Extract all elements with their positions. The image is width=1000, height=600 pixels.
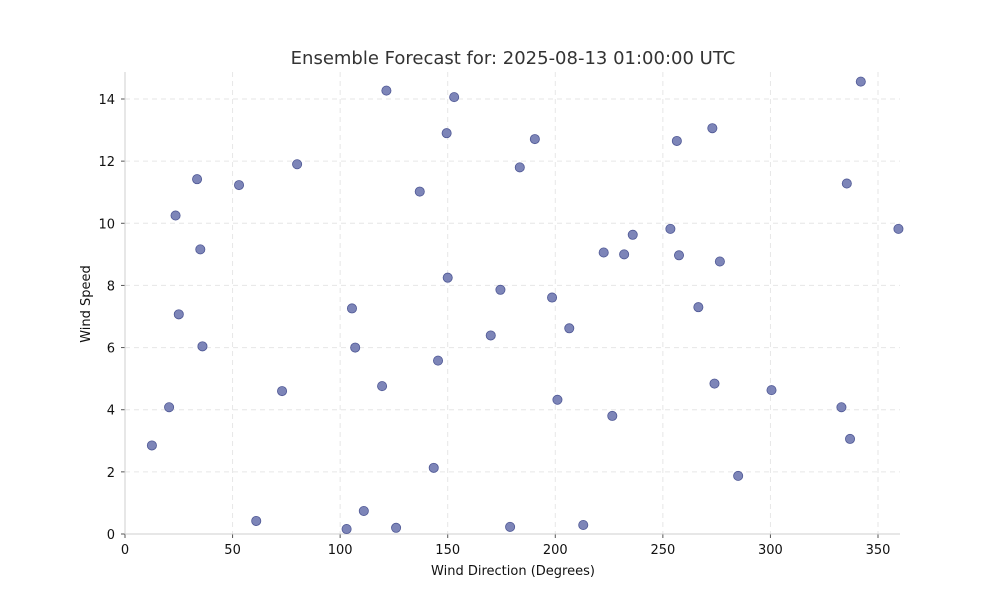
x-tick-label: 350 <box>866 543 891 558</box>
data-point <box>292 159 303 170</box>
data-point <box>671 135 682 146</box>
data-point <box>665 223 676 234</box>
data-point <box>893 223 904 234</box>
y-tick-label: 2 <box>107 466 115 481</box>
data-point <box>433 355 444 366</box>
data-point <box>173 309 184 320</box>
data-point <box>441 128 452 139</box>
data-point <box>578 519 589 530</box>
data-points <box>146 76 904 535</box>
y-axis-label: Wind Speed <box>79 265 94 343</box>
data-point <box>197 341 208 352</box>
data-point <box>714 256 725 267</box>
data-point <box>377 381 388 392</box>
x-tick-label: 250 <box>650 543 675 558</box>
data-point <box>693 302 704 313</box>
x-tick-label: 300 <box>758 543 783 558</box>
data-point <box>514 162 525 173</box>
data-point <box>836 402 847 413</box>
data-point <box>341 524 352 535</box>
data-point <box>627 229 638 240</box>
x-tick-label: 200 <box>543 543 568 558</box>
x-tick-label: 50 <box>224 543 241 558</box>
data-point <box>709 378 720 389</box>
data-point <box>381 85 392 96</box>
data-point <box>146 440 157 451</box>
x-tick-label: 0 <box>121 543 129 558</box>
data-point <box>598 247 609 258</box>
axes: 0 50 100 150 200 250 300 350 0 2 4 6 8 10 12 14 <box>98 72 900 558</box>
y-tick-label: 10 <box>98 217 115 232</box>
y-tick-label: 0 <box>107 528 115 543</box>
data-point <box>192 174 203 185</box>
x-tick-label: 100 <box>328 543 353 558</box>
data-point <box>277 386 288 397</box>
x-tick-label: 150 <box>435 543 460 558</box>
x-axis-label: Wind Direction (Degrees) <box>431 564 595 579</box>
data-point <box>358 506 369 517</box>
data-point <box>449 92 460 103</box>
data-point <box>552 394 563 405</box>
y-tick-label: 6 <box>107 342 115 357</box>
grid <box>125 72 900 534</box>
data-point <box>841 178 852 189</box>
data-point <box>346 303 357 314</box>
data-point <box>547 292 558 303</box>
data-point <box>428 462 439 473</box>
data-point <box>855 76 866 87</box>
data-point <box>564 323 575 334</box>
y-tick-label: 12 <box>98 155 115 170</box>
data-point <box>164 402 175 413</box>
data-point <box>391 522 402 533</box>
data-point <box>733 470 744 481</box>
data-point <box>195 244 206 255</box>
data-point <box>505 521 516 532</box>
data-point <box>234 180 245 191</box>
data-point <box>485 330 496 341</box>
data-point <box>707 123 718 134</box>
data-point <box>619 249 630 260</box>
data-point <box>607 410 618 421</box>
data-point <box>251 515 262 526</box>
y-tick-label: 4 <box>107 404 115 419</box>
chart-title: Ensemble Forecast for: 2025-08-13 01:00:… <box>291 48 736 69</box>
data-point <box>529 134 540 145</box>
y-tick-label: 14 <box>98 93 115 108</box>
data-point <box>170 210 181 221</box>
y-tick-label: 8 <box>107 279 115 294</box>
data-point <box>673 250 684 261</box>
data-point <box>495 284 506 295</box>
data-point <box>442 272 453 283</box>
data-point <box>766 385 777 396</box>
data-point <box>414 186 425 197</box>
data-point <box>845 433 856 444</box>
data-point <box>350 342 361 353</box>
